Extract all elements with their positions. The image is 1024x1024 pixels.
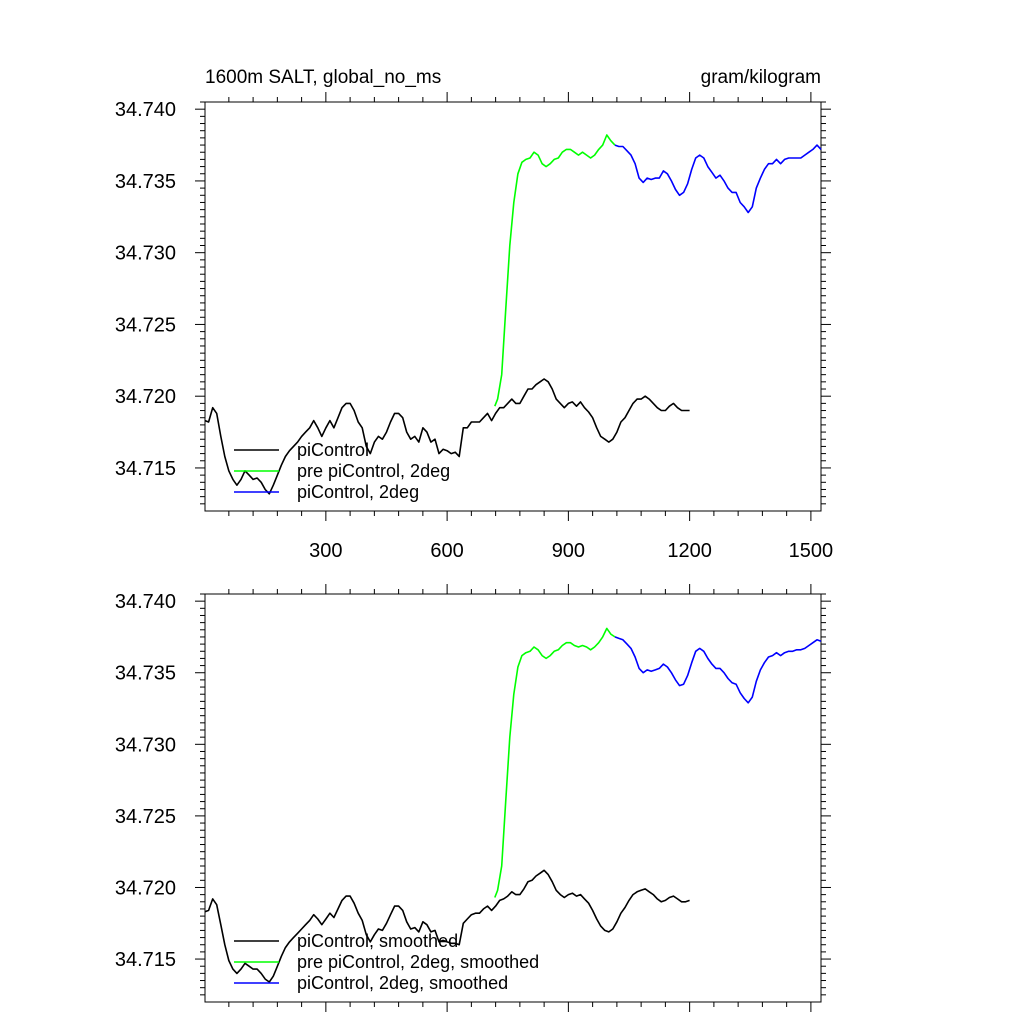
x-tick-label: 600 xyxy=(430,540,463,562)
y-tick-label: 34.715 xyxy=(115,949,176,971)
title-right: gram/kilogram xyxy=(701,67,821,88)
series-line-0 xyxy=(204,378,690,495)
series-line-2 xyxy=(614,144,822,214)
legend-label-2: piControl, 2deg, smoothed xyxy=(297,973,508,993)
legend-label-1: pre piControl, 2deg, smoothed xyxy=(297,952,539,972)
y-tick-label: 34.735 xyxy=(115,171,176,193)
y-tick-label: 34.725 xyxy=(115,314,176,336)
series-line-1 xyxy=(494,627,616,898)
legend-label-0: piControl xyxy=(297,440,369,460)
y-tick-label: 34.720 xyxy=(115,877,176,899)
y-tick-label: 34.720 xyxy=(115,386,176,408)
y-tick-label: 34.740 xyxy=(115,591,176,613)
x-tick-label: 1500 xyxy=(789,540,834,562)
legend-label-2: piControl, 2deg xyxy=(297,482,419,502)
legend-label-0: piControl, smoothed xyxy=(297,931,458,951)
bottom-panel: 34.715 34.720 34.725 34.730 34.735 34.740 piCo… xyxy=(115,584,831,1012)
y-tick-label: 34.725 xyxy=(115,806,176,828)
legend-label-1: pre piControl, 2deg xyxy=(297,461,450,481)
series-line-2 xyxy=(614,636,822,704)
x-tick-label: 300 xyxy=(309,540,342,562)
y-tick-label: 34.730 xyxy=(115,734,176,756)
y-tick-label: 34.715 xyxy=(115,458,176,480)
title-left: 1600m SALT, global_no_ms xyxy=(205,67,441,88)
plot-frame xyxy=(204,593,822,1003)
x-tick-label: 900 xyxy=(552,540,585,562)
series-line-0 xyxy=(204,869,690,983)
series-line-1 xyxy=(494,134,616,407)
plot-frame xyxy=(204,101,822,512)
y-tick-label: 34.740 xyxy=(115,99,176,121)
y-tick-label: 34.735 xyxy=(115,663,176,685)
top-panel: 1600m SALT, global_no_ms gram/kilogram 300… xyxy=(115,67,833,562)
x-tick-label: 1200 xyxy=(667,540,712,562)
y-tick-label: 34.730 xyxy=(115,243,176,265)
